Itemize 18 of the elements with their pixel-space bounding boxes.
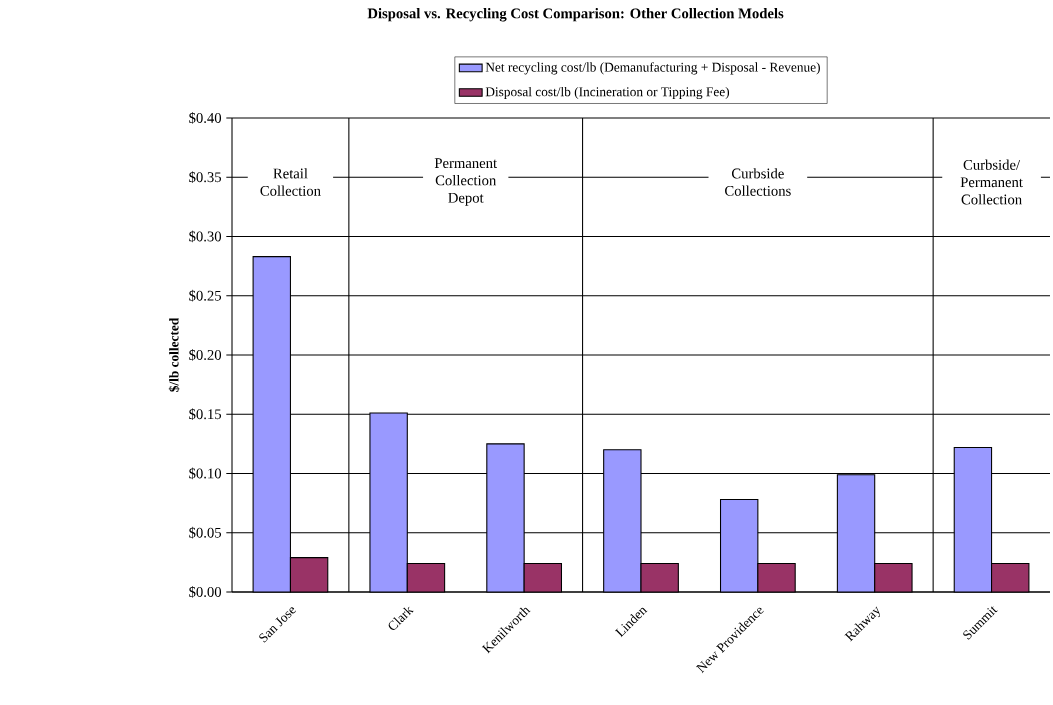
y-tick-label: $0.10 — [189, 467, 222, 480]
annotation: Retail Collection — [260, 168, 321, 196]
y-tick-label: $0.40 — [189, 112, 222, 124]
annotation: Curbside Collections — [725, 168, 791, 196]
y-tick-label: $0.05 — [189, 526, 222, 539]
y-tick-label: $0.00 — [189, 586, 222, 598]
legend-label: Net recycling cost/lb (Demanufacturing + Disposal - Revenue) — [485, 62, 820, 75]
chart-title: Disposal vs. Recycling Cost Comparison: Other Collection Models — [367, 8, 784, 22]
y-tick-label: $0.25 — [189, 289, 222, 302]
legend-label: Disposal cost/lb (Incineration or Tipping Fee) — [485, 86, 730, 100]
y-tick-label: $0.20 — [189, 349, 222, 361]
y-tick-label: $0.30 — [189, 230, 222, 243]
annotation: Curbside/ Permanent Collection — [960, 159, 1023, 205]
y-tick-label: $0.15 — [189, 408, 222, 421]
x-tick-label: San Jose — [259, 607, 296, 643]
y-tick-label: $0.35 — [189, 171, 222, 184]
annotation: Permanent Collection Depot — [434, 158, 498, 206]
y-axis-title: $/lb collected — [168, 317, 180, 392]
